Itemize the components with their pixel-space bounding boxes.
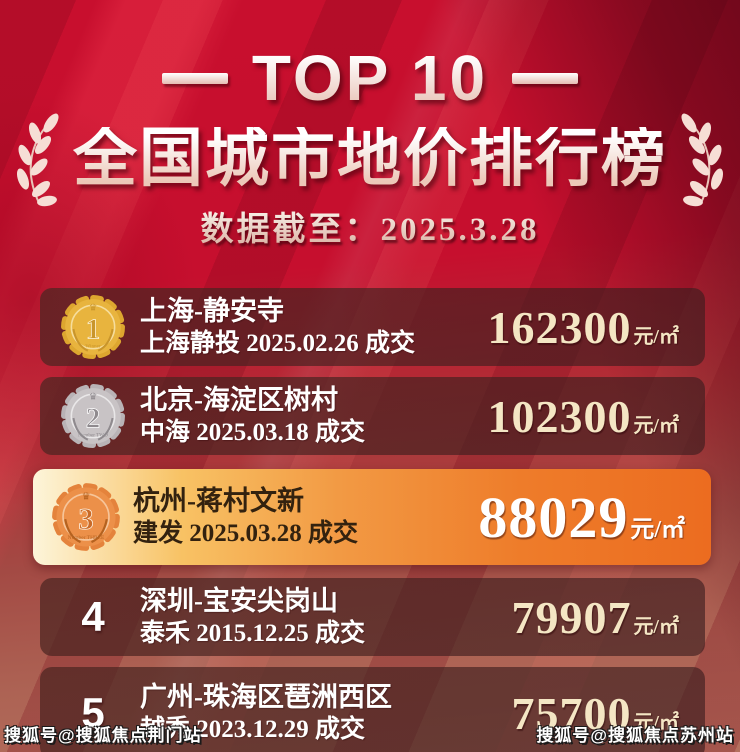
price-block: 75700 元/㎡ [511,687,705,740]
laurel-left-icon [16,113,59,207]
deal-info: 中海 2025.03.18 成交 [140,418,366,446]
main-title: 全国城市地价排行榜 [73,123,667,194]
location-name: 广州-珠海区琶洲西区 [140,682,392,713]
location-name: 深圳-宝安尖岗山 [140,586,338,617]
medal-rank-number: 2 [86,402,100,434]
gold-medal-icon: ♛ 1 Winner [61,295,125,359]
ranking-row-4: 4 深圳-宝安尖岗山 泰禾 2015.12.25 成交 79907 元/㎡ [40,578,705,656]
crown-icon: ♛ [89,304,97,314]
crown-icon: ♛ [82,492,91,503]
price-unit: 元/㎡ [633,711,679,734]
price-unit: 元/㎡ [633,615,679,638]
price-block: 88029 元/㎡ [478,484,711,551]
medal-rank-number: 3 [78,502,93,536]
medal-label: Winner [85,344,100,350]
row-info: 杭州-蒋村文新 建发 2025.03.28 成交 [127,485,478,549]
location-name: 北京-海淀区树村 [140,385,338,416]
ranking-row-3-highlighted: ♛ 3 Number THREE 杭州-蒋村文新 建发 2025.03.28 成… [33,469,711,565]
row-info: 深圳-宝安尖岗山 泰禾 2015.12.25 成交 [134,585,511,649]
deal-info: 上海静投 2025.02.26 成交 [140,329,416,357]
row-info: 广州-珠海区琶洲西区 越秀 2023.12.29 成交 [134,681,511,745]
deal-info: 越秀 2023.12.29 成交 [140,715,366,743]
top10-title: TOP 10 [251,42,489,114]
crown-icon: ♛ [89,393,97,403]
price-unit: 元/㎡ [633,414,679,437]
ranking-list: ♛ 1 Winner 上海-静安寺 上海静投 2025.02.26 成交 162… [33,288,711,752]
medal-label: Number THREE [68,535,105,541]
price-unit: 元/㎡ [630,516,685,543]
price-value: 88029 [478,484,629,550]
rank-col: 4 [52,593,134,641]
rank-col: ♛ 2 Number TWO [52,383,134,449]
dash-right-decoration [512,72,579,84]
medal-rank-number: 1 [86,313,100,345]
rank-number: 5 [81,689,105,736]
location-name: 上海-静安寺 [140,296,284,327]
rank-number: 4 [81,593,105,640]
price-block: 79907 元/㎡ [511,591,705,644]
row-info: 北京-海淀区树村 中海 2025.03.18 成交 [134,384,487,448]
deal-info: 泰禾 2015.12.25 成交 [140,619,366,647]
title-row: 全国城市地价排行榜 [0,113,740,207]
dash-left-decoration [161,72,228,84]
top-banner: TOP 10 [0,40,740,116]
price-value: 162300 [487,301,632,353]
ranking-row-5: 5 广州-珠海区琶洲西区 越秀 2023.12.29 成交 75700 元/㎡ [40,667,705,752]
bronze-medal-icon: ♛ 3 Number THREE [52,483,120,551]
price-value: 102300 [487,390,632,442]
ranking-row-2: ♛ 2 Number TWO 北京-海淀区树村 中海 2025.03.18 成交… [40,377,705,455]
data-cutoff-subtitle: 数据截至：2025.3.28 [0,202,740,250]
rank-col: ♛ 3 Number THREE [45,482,127,552]
rank-col: 5 [52,689,134,737]
watermark-left: 搜狐号@搜狐焦点荆门站 [4,726,202,745]
row-info: 上海-静安寺 上海静投 2025.02.26 成交 [134,295,487,359]
silver-medal-icon: ♛ 2 Number TWO [61,384,125,448]
location-name: 杭州-蒋村文新 [133,486,304,517]
price-unit: 元/㎡ [633,325,679,348]
price-value: 79907 [511,591,632,643]
deal-info: 建发 2025.03.28 成交 [133,519,359,547]
price-block: 162300 元/㎡ [487,301,705,354]
price-value: 75700 [511,687,632,739]
watermark-right: 搜狐号@搜狐焦点苏州站 [536,726,734,745]
laurel-right-icon [681,113,724,207]
ranking-row-1: ♛ 1 Winner 上海-静安寺 上海静投 2025.02.26 成交 162… [40,288,705,366]
price-block: 102300 元/㎡ [487,390,705,443]
rank-col: ♛ 1 Winner [52,294,134,360]
medal-label: Number TWO [78,433,108,439]
